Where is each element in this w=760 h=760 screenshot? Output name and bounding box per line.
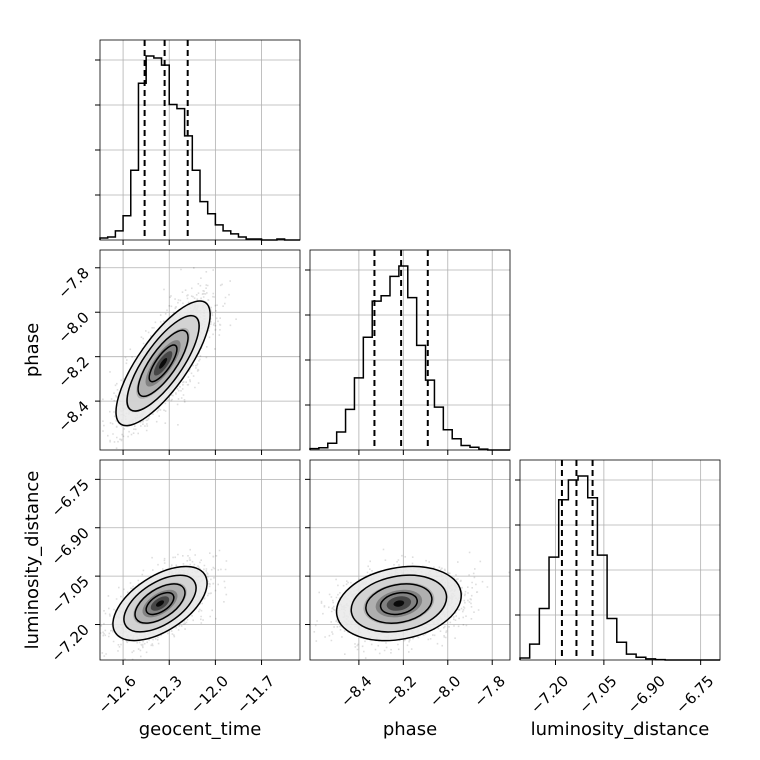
tick-label-x: −7.05 <box>575 672 620 717</box>
tick-label-y: −8.4 <box>54 397 92 435</box>
contour-line <box>126 314 200 412</box>
joint-geocent_time-luminosity_distance <box>100 548 228 660</box>
tick-label-x: −8.2 <box>382 672 420 710</box>
axis-label-x-geocent_time: geocent_time <box>139 719 262 740</box>
grid-layer <box>100 40 720 660</box>
panel-frame <box>519 459 721 661</box>
histogram-phase <box>309 265 510 451</box>
ticks-layer <box>95 59 702 665</box>
contour-line <box>112 565 208 642</box>
data-layer <box>99 40 720 661</box>
tick-label-x: −6.75 <box>672 672 717 717</box>
tick-label-x: −8.4 <box>337 672 375 710</box>
density-level <box>155 600 165 607</box>
panel-frame <box>309 459 511 661</box>
tick-label-y: −6.90 <box>48 524 93 569</box>
tick-label-y: −8.0 <box>54 308 92 346</box>
axis-label-y-luminosity_distance: luminosity_distance <box>22 471 43 650</box>
contour-line <box>379 591 418 616</box>
axis-label-x-luminosity_distance: luminosity_distance <box>531 719 710 740</box>
density-level <box>393 600 405 607</box>
axis-label-y-phase: phase <box>22 323 43 377</box>
tick-label-x: −12.3 <box>141 672 186 717</box>
tick-label-y: −6.75 <box>48 475 93 520</box>
contour-line <box>145 591 175 616</box>
density-level <box>159 357 168 369</box>
frames-layer <box>99 39 721 661</box>
contour-line <box>137 329 189 398</box>
contour-line <box>365 583 433 624</box>
tick-label-x: −12.6 <box>95 672 140 717</box>
tick-label-y: −7.8 <box>54 264 92 302</box>
tick-label-x: −6.90 <box>624 672 669 717</box>
panel-frame <box>309 249 511 451</box>
tick-label-y: −8.2 <box>54 353 92 391</box>
panel-frame <box>99 249 301 451</box>
tick-label-y: −7.05 <box>48 572 93 617</box>
contour-line <box>115 300 211 427</box>
tick-label-x: −11.7 <box>233 672 278 717</box>
tick-label-x: −8.0 <box>426 672 464 710</box>
panel-frame <box>99 39 301 241</box>
contour-line <box>134 583 186 624</box>
joint-phase-luminosity_distance <box>313 548 510 659</box>
labels-layer: −12.6 −12.3 −12.0 −11.7 −8.4 −8.2 −8.0 −7.8 −7.2… <box>22 264 717 740</box>
contour-line <box>123 574 197 633</box>
contour-line <box>350 574 448 633</box>
axis-label-x-phase: phase <box>383 719 437 740</box>
tick-label-x: −7.20 <box>527 672 572 717</box>
joint-geocent_time-phase <box>102 267 237 449</box>
contour-line <box>148 344 178 383</box>
contour-line <box>335 565 462 642</box>
tick-label-x: −7.8 <box>470 672 508 710</box>
histogram-geocent_time <box>99 55 300 241</box>
panel-frame <box>99 459 301 661</box>
tick-label-y: −7.20 <box>48 621 93 666</box>
histogram-luminosity_distance <box>519 475 720 661</box>
tick-label-x: −12.0 <box>187 672 232 717</box>
